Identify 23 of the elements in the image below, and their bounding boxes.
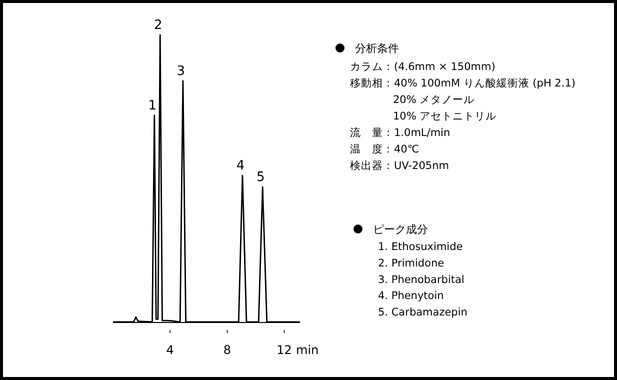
x-tick-label: 8 — [223, 343, 232, 357]
annotation: 5 — [256, 170, 265, 186]
x-tick-label: 4 — [166, 343, 174, 357]
text: 5. Carbamazepin — [378, 306, 468, 319]
text: ピーク成分 — [373, 223, 428, 236]
text: 2. Primidone — [378, 257, 444, 270]
text: 検出器：UV-205nm — [350, 159, 449, 172]
text: 1. Ethosuximide — [378, 241, 463, 253]
x-tick-label: 12 — [276, 343, 292, 357]
text: 4. Phenytoin — [378, 290, 444, 302]
text: 分析条件 — [355, 42, 399, 55]
text: 10% アセトニトリル — [393, 110, 497, 122]
text: 流 量：1.0mL/min — [350, 126, 450, 139]
annotation: 1 — [148, 98, 157, 114]
text: 移動相：40% 100mM りん酸緩衝液 (pH 2.1) — [350, 76, 576, 90]
text: 温 度：40℃ — [350, 142, 420, 156]
annotation: 4 — [236, 158, 245, 174]
text: 20% メタノール — [393, 94, 475, 106]
annotation: 3 — [176, 64, 186, 79]
text: カラム：(4.6mm × 150mm) — [350, 61, 496, 73]
x-axis-title: min — [296, 343, 319, 357]
text: 3. Phenobarbital — [378, 274, 464, 286]
annotation: 2 — [154, 18, 162, 33]
